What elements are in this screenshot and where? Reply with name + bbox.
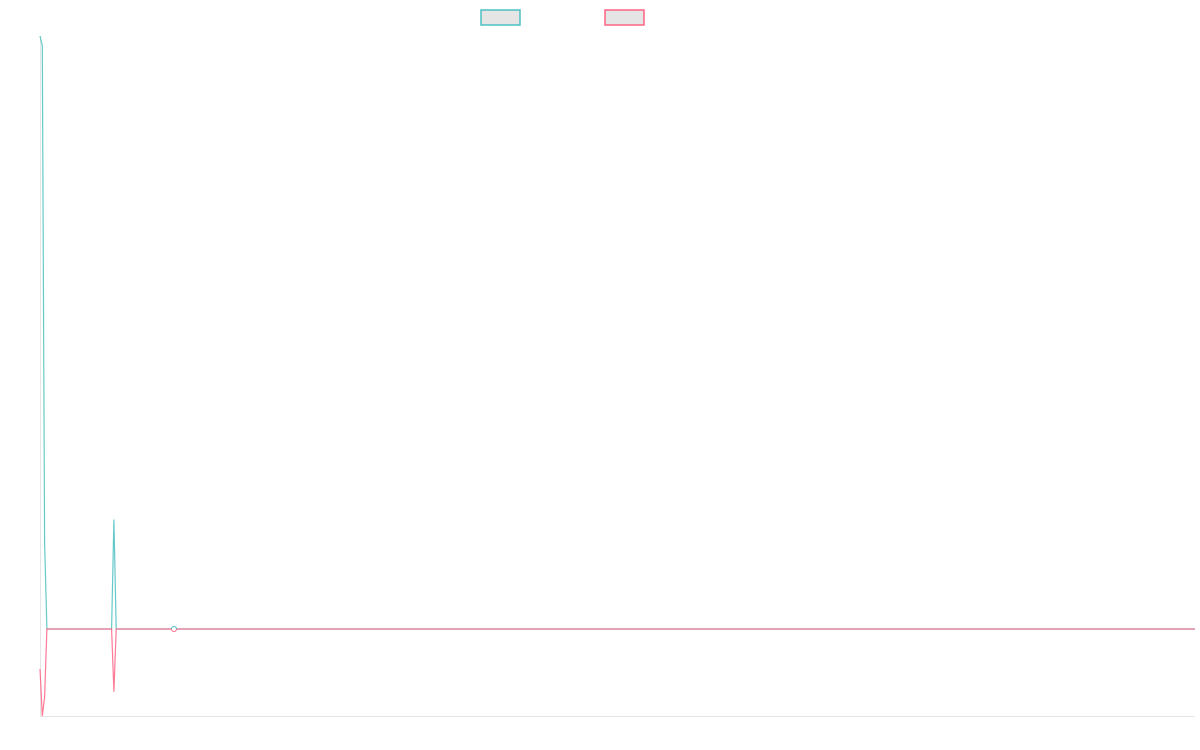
series-line-0 [39, 35, 1195, 630]
legend [480, 9, 645, 26]
data-point-marker[interactable] [170, 626, 177, 630]
data-point-marker[interactable] [170, 628, 177, 633]
legend-swatch-1[interactable] [604, 9, 645, 26]
legend-swatch-0[interactable] [480, 9, 521, 26]
series-line-1 [39, 628, 1195, 717]
